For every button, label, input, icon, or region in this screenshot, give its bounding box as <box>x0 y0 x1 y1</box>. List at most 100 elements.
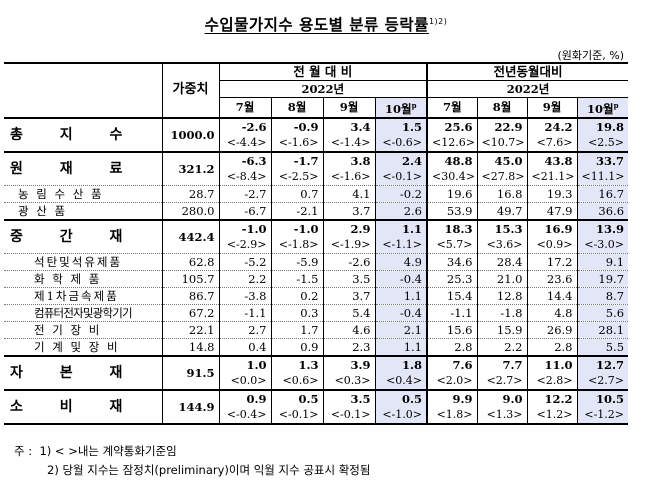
row-weight: 1000.0 <box>161 117 219 152</box>
contract-value-cell: <27.8> <box>476 168 527 186</box>
value-cell: 5.6 <box>576 304 629 322</box>
value-cell: 48.8 <box>426 151 477 169</box>
month-label: 9월 <box>339 100 359 115</box>
unit-label: (원화기준, %) <box>557 49 624 62</box>
value-cell: -0.4 <box>374 304 427 322</box>
table-title: 수입물가지수 용도별 분류 등락률1)2) <box>0 13 652 35</box>
value-cell: 3.7 <box>322 202 375 220</box>
row-label: 화 학 제 품 <box>34 271 102 286</box>
value-cell: 21.0 <box>476 270 527 288</box>
value-cell: 15.4 <box>426 287 477 305</box>
value-cell: 18.3 <box>426 219 477 237</box>
row-label: 총 지 수 <box>10 126 139 143</box>
table-row: 화 학 제 품 105.7 2.2 -1.5 3.5 -0.4 25.3 21.0 23.6 19… <box>4 270 629 288</box>
value-cell: 16.9 <box>526 219 577 237</box>
contract-value-cell: <2.7> <box>476 372 527 390</box>
value-cell: 1.3 <box>270 355 323 373</box>
row-weight: 105.7 <box>161 270 219 288</box>
value-cell: 0.9 <box>218 389 271 407</box>
value-cell: 1.1 <box>374 219 427 237</box>
contract-value-cell: <-0.1> <box>374 168 427 186</box>
value-cell: -6.3 <box>218 151 271 169</box>
value-cell: 2.9 <box>322 219 375 237</box>
footnote-2: 2) 당월 지수는 잠정치(preliminary)이며 익월 지수 공표시 확… <box>14 461 370 480</box>
contract-value-cell: <-1.9> <box>322 236 375 254</box>
contract-value-cell: <-1.6> <box>270 134 323 152</box>
value-cell: 2.2 <box>476 338 527 356</box>
value-cell: 13.9 <box>576 219 629 237</box>
value-cell: -2.1 <box>270 202 323 220</box>
header-yoy: 전년동월대비 <box>425 62 629 81</box>
header-month-yoy-4: 10월p <box>576 96 629 118</box>
contract-value-cell: <-1.1> <box>374 236 427 254</box>
row-weight: 442.4 <box>161 219 219 254</box>
contract-value-cell: <0.9> <box>526 236 577 254</box>
value-cell: 24.2 <box>526 117 577 135</box>
value-cell: 45.0 <box>476 151 527 169</box>
contract-value-cell: <2.7> <box>576 372 629 390</box>
value-cell: -1.8 <box>476 304 527 322</box>
row-label: 원 재 료 <box>10 160 139 177</box>
value-cell: -0.4 <box>374 270 427 288</box>
contract-value-cell: <-3.0> <box>576 236 629 254</box>
header-month-yoy-3: 9월 <box>526 96 577 118</box>
table-row: 원 재 료 321.2 -6.3 -1.7 3.8 2.4 48.8 45.0 43.8 33.7 <box>4 151 629 186</box>
month-label: 7월 <box>442 100 462 115</box>
value-cell: 33.7 <box>576 151 629 169</box>
value-cell: 2.2 <box>218 270 271 288</box>
value-cell: -0.9 <box>270 117 323 135</box>
row-weight: 67.2 <box>161 304 219 322</box>
value-cell: 16.7 <box>576 185 629 203</box>
footnote-prefix: 주 : <box>14 444 33 458</box>
value-cell: 25.6 <box>426 117 477 135</box>
title-text: 수입물가지수 용도별 분류 등락률 <box>204 16 429 34</box>
value-cell: 3.8 <box>322 151 375 169</box>
contract-value-cell: <12.6> <box>426 134 477 152</box>
contract-value-cell: <0.6> <box>270 372 323 390</box>
header-month-mom-3: 9월 <box>322 96 375 118</box>
month-label: 8월 <box>492 100 512 115</box>
table-row-contract-currency: <-0.4> <-0.1> <-0.1> <-1.0> <1.8> <1.3> <1.2> <… <box>4 406 629 425</box>
value-cell: 53.9 <box>426 202 477 220</box>
value-cell: 12.8 <box>476 287 527 305</box>
header-month-mom-4: 10월p <box>374 96 427 118</box>
value-cell: -2.6 <box>322 253 375 271</box>
table-row: 총 지 수 1000.0 -2.6 -0.9 3.4 1.5 25.6 22.9 24.2 19.… <box>4 117 629 152</box>
row-label: 농 림 수 산 품 <box>18 186 104 201</box>
value-cell: 19.8 <box>576 117 629 135</box>
header-month-mom-2: 8월 <box>270 96 323 118</box>
value-cell: -1.1 <box>426 304 477 322</box>
value-cell: 15.6 <box>426 321 477 339</box>
value-cell: 4.9 <box>374 253 427 271</box>
contract-value-cell: <-1.6> <box>322 168 375 186</box>
value-cell: 26.9 <box>526 321 577 339</box>
contract-value-cell: <-1.0> <box>374 406 427 425</box>
contract-value-cell: <2.0> <box>426 372 477 390</box>
value-cell: 4.1 <box>322 185 375 203</box>
value-cell: 1.1 <box>374 287 427 305</box>
value-cell: 7.7 <box>476 355 527 373</box>
value-cell: 5.5 <box>576 338 629 356</box>
contract-value-cell: <3.6> <box>476 236 527 254</box>
value-cell: 12.2 <box>526 389 577 407</box>
table-row-contract-currency: <0.0> <0.6> <0.3> <0.4> <2.0> <2.7> <2.8> <2.7> <box>4 372 629 390</box>
value-cell: 0.5 <box>270 389 323 407</box>
footnote-2-text: 2) 당월 지수는 잠정치(preliminary)이며 익월 지수 공표시 확… <box>47 463 371 477</box>
contract-value-cell: <10.7> <box>476 134 527 152</box>
value-cell: -1.0 <box>270 219 323 237</box>
contract-value-cell: <-1.4> <box>322 134 375 152</box>
value-cell: 19.6 <box>426 185 477 203</box>
row-weight: 144.9 <box>161 389 219 425</box>
value-cell: 2.7 <box>218 321 271 339</box>
value-cell: 1.1 <box>374 338 427 356</box>
row-label: 컴퓨터전자및광학기기 <box>34 305 133 320</box>
table-row-contract-currency: <-8.4> <-2.5> <-1.6> <-0.1> <30.4> <27.8> <21.… <box>4 168 629 186</box>
value-cell: 36.6 <box>576 202 629 220</box>
contract-value-cell: <0.4> <box>374 372 427 390</box>
row-label: 중 간 재 <box>10 228 139 245</box>
header-month-mom-1: 7월 <box>218 96 271 118</box>
month-label: 10월 <box>385 101 412 116</box>
value-cell: 16.8 <box>476 185 527 203</box>
table-row: 소 비 재 144.9 0.9 0.5 3.5 0.5 9.9 9.0 12.2 10.5 <box>4 389 629 425</box>
value-cell: 3.5 <box>322 389 375 407</box>
